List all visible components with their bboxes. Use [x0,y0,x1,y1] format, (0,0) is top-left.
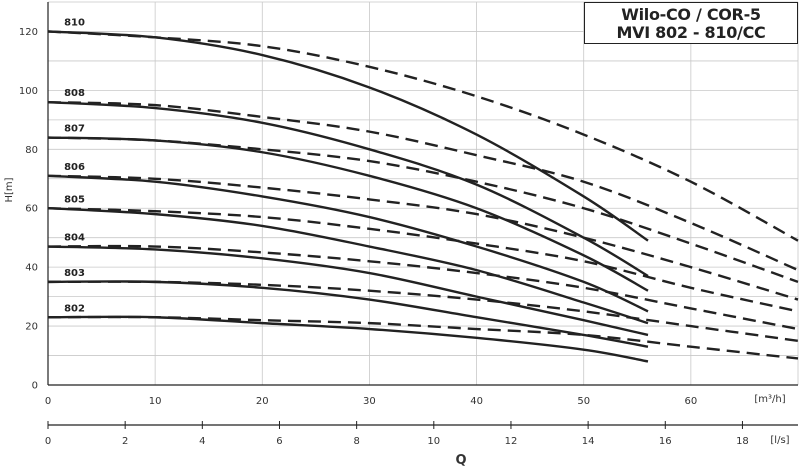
x-axis-label: Q [455,453,466,468]
x-tick-label-ls: 12 [505,436,518,447]
x-tick-label-ls: 16 [659,436,672,447]
x-tick-label-m3h: 10 [149,396,162,407]
y-tick-label: 40 [25,263,38,274]
x-tick-label-ls: 2 [122,436,128,447]
y-tick-label: 100 [19,86,38,97]
y-tick-label: 0 [32,381,38,392]
series-808-solid [47,100,649,278]
series-806-solid [47,174,649,313]
series-805-solid [47,207,649,325]
x-tick-label-ls: 6 [276,436,282,447]
series-802-dashed [47,315,799,360]
y-axis-label: H[m] [4,177,15,202]
x-tick-label-ls: 18 [736,436,749,447]
x-unit-top: [m³/h] [754,394,785,405]
grid [47,1,799,385]
curve-label-807: 807 [64,124,85,135]
curve-label-803: 803 [64,268,85,279]
chart-title-line-1: Wilo-CO / COR-5 [621,5,761,24]
curve-label-806: 806 [64,162,85,173]
x-unit-bottom: [l/s] [770,435,789,446]
x-tick-label-m3h: 0 [45,396,51,407]
x-tick-label-m3h: 30 [363,396,376,407]
chart-title-line-2: MVI 802 - 810/CC [616,23,766,42]
x-tick-label-m3h: 50 [577,396,590,407]
curve-label-810: 810 [64,18,85,29]
x-tick-label-m3h: 60 [684,396,697,407]
x-tick-label-ls: 10 [427,436,440,447]
series-808-dashed [47,100,799,272]
x-tick-label-ls: 8 [353,436,359,447]
series-layer [47,30,799,363]
y-tick-label: 80 [25,145,38,156]
chart-title-box: Wilo-CO / COR-5 MVI 802 - 810/CC [584,2,798,44]
x-tick-label-ls: 14 [582,436,595,447]
curve-label-804: 804 [64,233,85,244]
curve-labels: 810 808 807 806 805 804 803 802 [64,18,85,315]
y-tick-label: 120 [19,27,38,38]
curve-label-802: 802 [64,303,85,314]
series-807-solid [47,136,649,292]
series-805-dashed [47,207,799,313]
x-tick-label-ls: 0 [45,436,51,447]
x-tick-label-m3h: 20 [256,396,269,407]
series-810-dashed [47,30,799,242]
curve-label-808: 808 [64,88,85,99]
x-tick-label-ls: 4 [199,436,205,447]
y-tick-label: 60 [25,204,38,215]
x-tick-label-m3h: 40 [470,396,483,407]
series-807-dashed [47,136,799,284]
curve-label-805: 805 [64,194,85,205]
y-tick-label: 20 [25,322,38,333]
series-804-solid [47,245,649,337]
